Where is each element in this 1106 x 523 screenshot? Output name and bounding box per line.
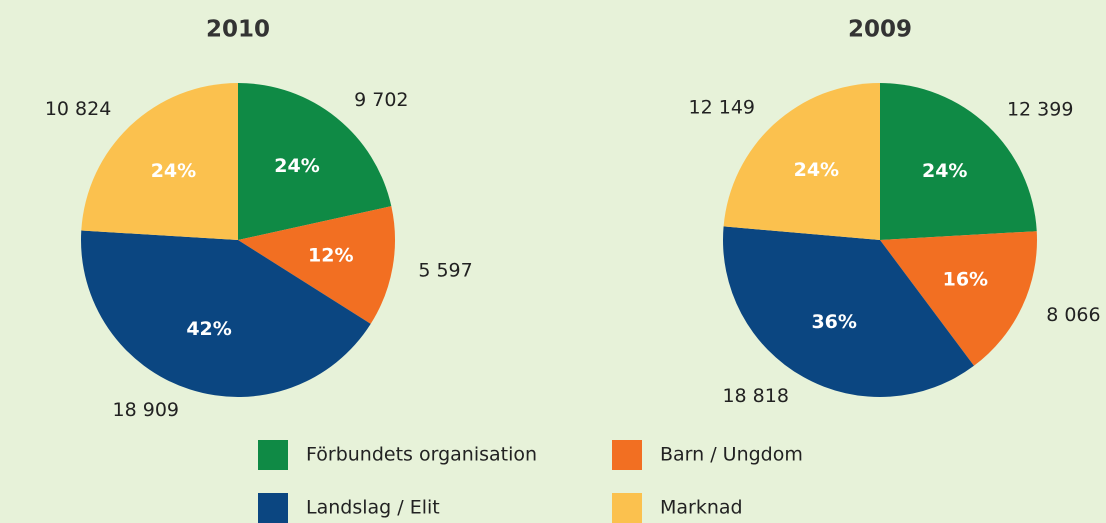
value-label: 12 149 [689,97,755,119]
legend-swatch [258,440,288,470]
percent-label: 24% [151,160,196,182]
percent-label: 24% [794,159,839,181]
pie-slice [81,83,238,240]
value-label: 18 909 [113,399,179,421]
percent-label: 24% [274,155,319,177]
chart-title: 2010 [206,17,270,43]
percent-label: 12% [308,245,353,267]
pie-slice [723,226,974,398]
legend-swatch [258,493,288,523]
legend-label: Landslag / Elit [306,497,440,519]
value-label: 8 066 [1046,304,1100,326]
pie-slice [880,231,1038,366]
pie-slice [81,230,371,397]
legend-label: Barn / Ungdom [660,444,803,466]
value-label: 12 399 [1007,98,1073,120]
legend-swatch [612,493,642,523]
value-label: 5 597 [418,259,472,281]
percent-label: 36% [811,311,856,333]
value-label: 9 702 [354,89,408,111]
pie-slice [723,83,880,240]
legend-label: Förbundets organisation [306,444,537,466]
chart-title: 2009 [848,17,912,43]
value-label: 18 818 [722,385,788,407]
percent-label: 42% [186,318,231,340]
pie-slice [238,83,392,240]
value-label: 10 824 [45,98,111,120]
percent-label: 16% [943,268,988,290]
percent-label: 24% [922,160,967,182]
legend-swatch [612,440,642,470]
legend-label: Marknad [660,497,743,519]
pie-slice [880,83,1037,240]
pie-slice [238,206,395,324]
